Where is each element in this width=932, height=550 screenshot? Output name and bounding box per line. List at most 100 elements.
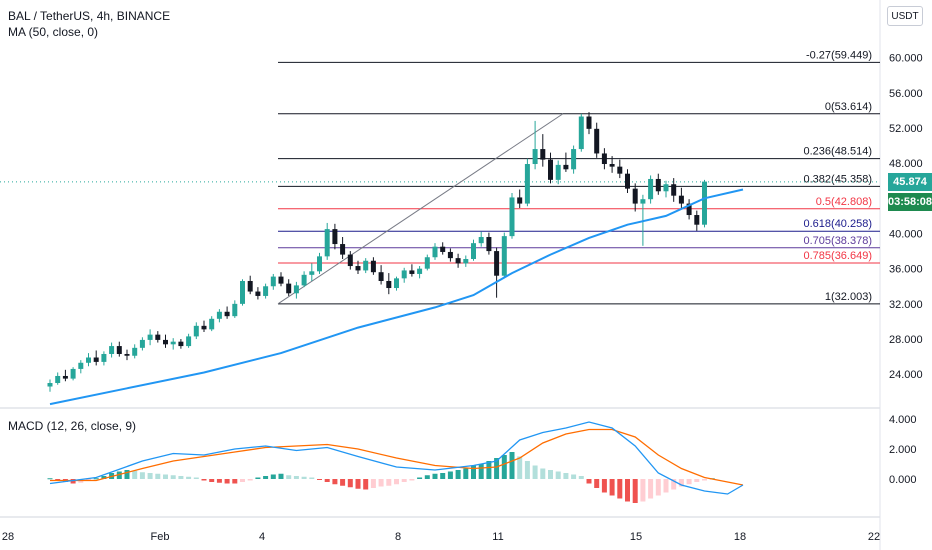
candle-body [625, 173, 630, 189]
macd-histogram-bar [486, 461, 492, 479]
candle-body [255, 291, 261, 296]
macd-histogram-bar [86, 479, 91, 481]
countdown-tag: 03:58:08 [888, 192, 932, 211]
macd-histogram-bar [101, 476, 107, 479]
candle-body [293, 285, 299, 294]
macd-indicator-label[interactable]: MACD (12, 26, close, 9) [8, 419, 137, 433]
macd-histogram-bar [332, 479, 338, 485]
candle-body [116, 346, 122, 354]
macd-histogram-bar [116, 471, 122, 479]
price-tick-label: 36.000 [889, 264, 923, 276]
time-tick-label: Feb [151, 531, 170, 543]
macd-signal-line [50, 428, 744, 486]
price-tick-label: 32.000 [889, 299, 923, 311]
macd-histogram-bar [178, 476, 184, 479]
macd-histogram-bar [363, 479, 369, 490]
candle-body [78, 362, 84, 369]
ma-layer [49, 188, 744, 406]
price-grid [0, 0, 881, 550]
macd-histogram-bar [494, 458, 500, 479]
last-price-tag: 45.874 [888, 172, 932, 191]
candle-body [216, 311, 222, 319]
currency-button[interactable]: USDT [887, 6, 923, 26]
macd-histogram-bar [686, 479, 692, 485]
fib-level-label: 0.382(45.358) [804, 173, 873, 185]
ma50-line [49, 188, 744, 406]
time-tick-label: 18 [734, 531, 746, 543]
macd-histogram-bar [340, 479, 346, 486]
macd-histogram-bar [286, 475, 292, 479]
macd-histogram-bar [578, 476, 584, 479]
macd-histogram-bar [678, 479, 684, 487]
macd-histogram-bar [394, 479, 399, 485]
macd-histogram-bar [201, 479, 207, 481]
macd-histogram-bar [532, 465, 538, 479]
fib-trendline [277, 113, 564, 305]
macd-histogram-bar [432, 473, 438, 479]
time-tick-label: 22 [868, 531, 880, 543]
candle-body [463, 259, 469, 264]
candle-body [370, 260, 376, 273]
macd-histogram-bar [247, 479, 253, 481]
candle-body [609, 164, 615, 167]
candle-body [263, 286, 269, 296]
candle-body [524, 164, 530, 204]
macd-histogram-bar [594, 479, 600, 488]
candle-body [394, 278, 399, 289]
fib-level-label: 1(32.003) [825, 291, 872, 303]
symbol-title[interactable]: BAL / TetherUS, 4h, BINANCE [8, 9, 171, 23]
macd-histogram-bar [694, 479, 700, 482]
candle-body [494, 251, 500, 276]
price-tick-label: 40.000 [889, 228, 923, 240]
macd-histogram-bar [278, 473, 284, 479]
candle-body [309, 271, 315, 275]
macd-histogram-bar [378, 479, 384, 487]
candle-body [571, 149, 577, 170]
candle-body [563, 164, 569, 170]
candle-body [155, 334, 161, 340]
candle-body [347, 254, 353, 267]
macd-histogram-bar [93, 478, 99, 480]
candle-body [286, 283, 292, 294]
candle-body [70, 368, 76, 379]
macd-histogram-bar [139, 472, 145, 479]
price-tick-label: 60.000 [889, 53, 923, 65]
candle-body [409, 270, 415, 274]
macd-histogram-bar [232, 479, 238, 484]
candle-body [432, 246, 438, 258]
macd-histogram-bar [671, 479, 677, 490]
candle-body [278, 276, 284, 284]
candle-body [555, 164, 561, 180]
candle-body [47, 383, 53, 387]
price-tick-label: 56.000 [889, 88, 923, 100]
candle-body [655, 178, 661, 192]
time-tick-label: 11 [492, 531, 503, 543]
macd-histogram-bar [409, 479, 415, 481]
candle-body [455, 258, 461, 264]
macd-histogram-bar [424, 475, 430, 479]
candle-body [447, 251, 453, 259]
macd-histogram-bar [386, 479, 392, 486]
macd-histogram-bar [509, 452, 515, 479]
macd-histogram-bar [555, 471, 561, 479]
candle-body [132, 347, 138, 356]
macd-histogram-bar [455, 470, 461, 479]
macd-histogram-bar [163, 474, 168, 479]
macd-histogram-bar [463, 468, 469, 479]
time-tick-label: 4 [259, 531, 265, 543]
macd-histogram-bar [55, 479, 61, 481]
time-axis: 28 Feb 4 8 11 15 18 22 [2, 531, 880, 543]
candle-body [224, 311, 230, 317]
macd-histogram-bar [270, 474, 276, 479]
macd-histogram-bar [317, 479, 322, 480]
price-axis: 24.00028.00032.00036.00040.00044.00048.0… [889, 53, 923, 382]
ma-indicator-label[interactable]: MA (50, close, 0) [8, 25, 99, 39]
chart-header: BAL / TetherUS, 4h, BINANCE MA (50, clos… [8, 8, 170, 40]
macd-tick-label: 0.000 [889, 474, 917, 486]
candle-body [532, 149, 538, 165]
candle-body [62, 375, 68, 379]
macd-histogram-bar [263, 476, 269, 479]
candle-body [355, 266, 361, 271]
fib-level-label: -0.27(59.449) [806, 49, 872, 61]
